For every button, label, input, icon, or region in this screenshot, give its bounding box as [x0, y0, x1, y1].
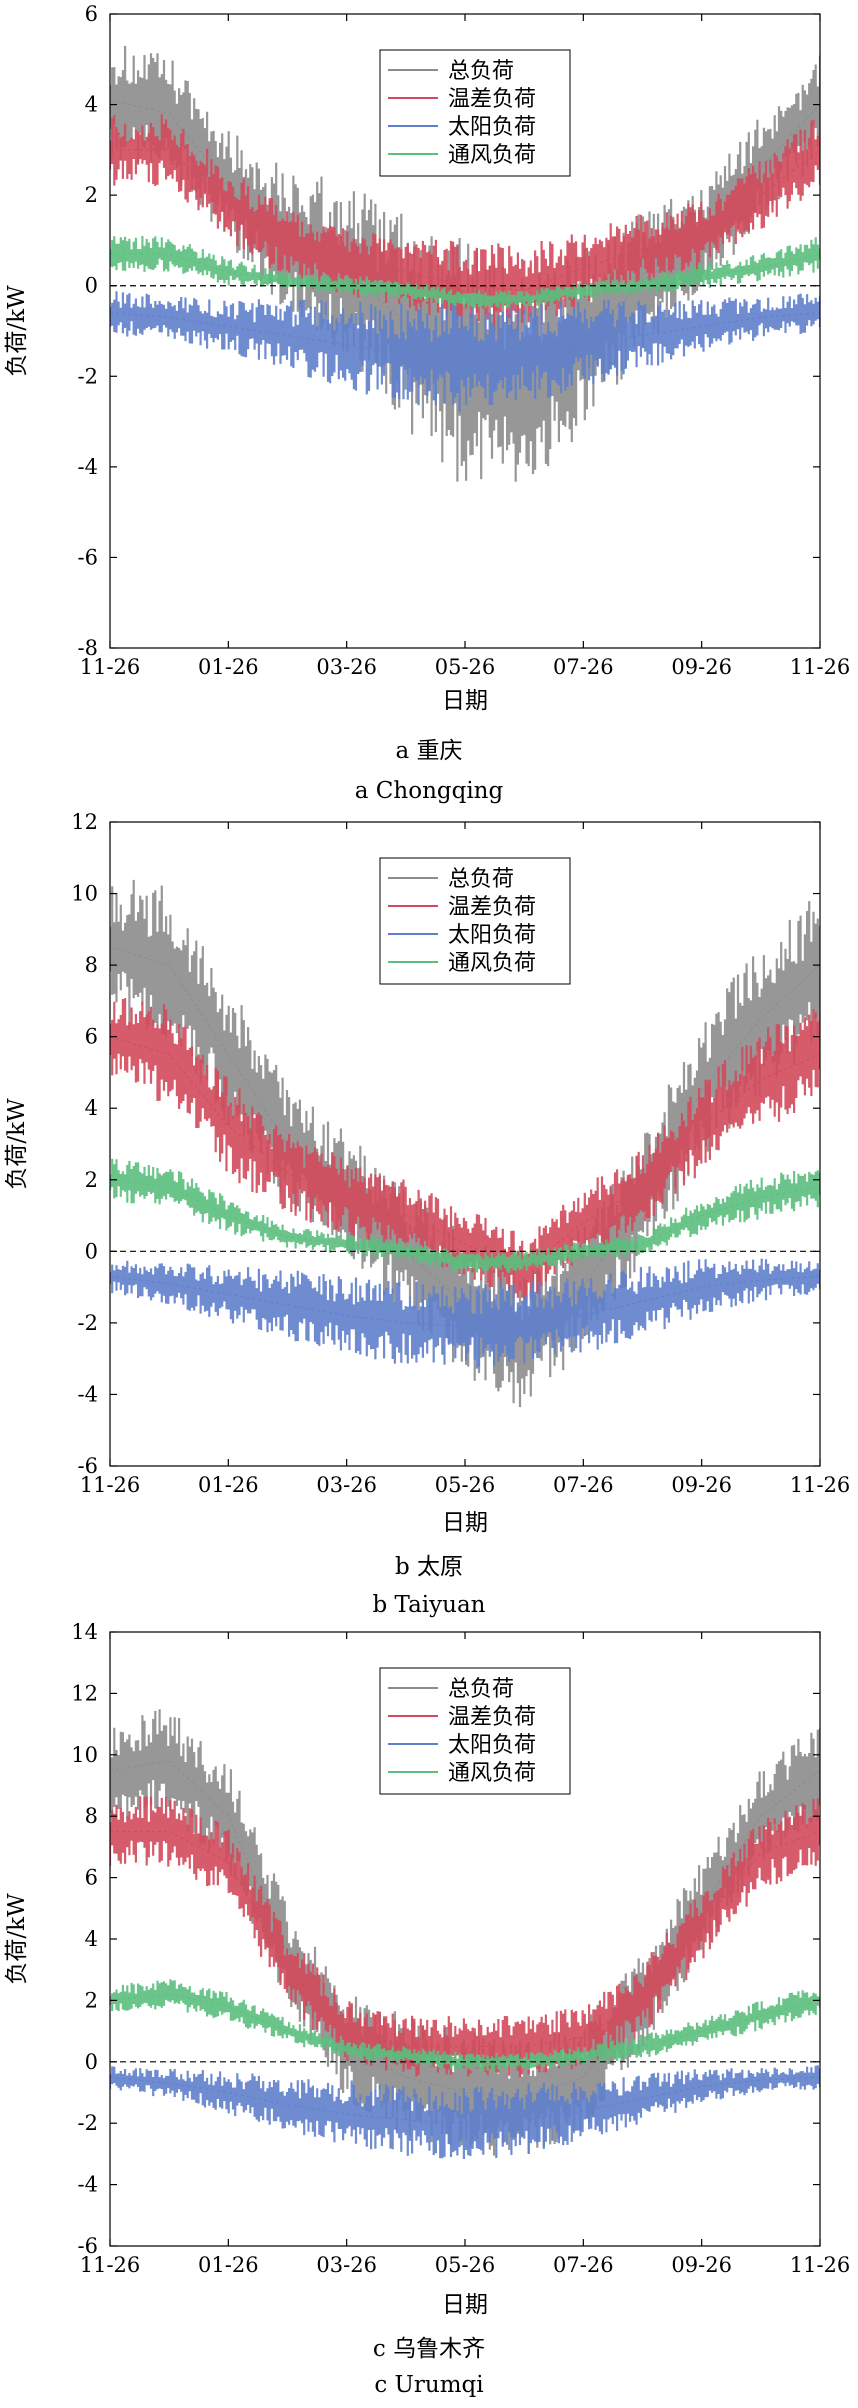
- x-tick-label: 11-26: [790, 2253, 851, 2277]
- y-tick-label: 10: [71, 882, 98, 906]
- series-group: [110, 45, 820, 482]
- x-tick-label: 11-26: [80, 1473, 141, 1497]
- y-tick-label: 4: [85, 93, 98, 117]
- y-tick-label: 14: [71, 1620, 98, 1644]
- x-tick-label: 11-26: [790, 655, 851, 679]
- y-tick-label: 10: [71, 1743, 98, 1767]
- legend-label-2: 太阳负荷: [448, 923, 536, 948]
- x-tick-label: 11-26: [80, 655, 141, 679]
- x-tick-label: 07-26: [553, 2253, 614, 2277]
- legend-label-1: 温差负荷: [448, 1705, 536, 1730]
- y-tick-label: -2: [78, 1311, 98, 1335]
- y-tick-label: 12: [71, 1681, 98, 1705]
- series-mean-3: [110, 1179, 820, 1263]
- y-tick-label: -4: [78, 1382, 98, 1406]
- y-tick-label: 6: [85, 1866, 98, 1890]
- legend-label-3: 通风负荷: [448, 951, 536, 976]
- y-tick-label: 2: [85, 1988, 98, 2012]
- y-tick-label: -4: [78, 455, 98, 479]
- y-tick-label: 0: [85, 1239, 98, 1263]
- y-tick-label: -8: [78, 636, 98, 660]
- y-tick-label: 4: [85, 1096, 98, 1120]
- series-mean-1: [110, 1830, 820, 2048]
- y-tick-label: -4: [78, 2173, 98, 2197]
- x-tick-label: 07-26: [553, 1473, 614, 1497]
- y-tick-label: 2: [85, 1168, 98, 1192]
- caption-en: b Taiyuan: [373, 1592, 486, 1618]
- series-line-1: [110, 1796, 820, 2078]
- legend-label-1: 温差负荷: [448, 87, 536, 112]
- y-tick-label: 12: [71, 810, 98, 834]
- legend-label-0: 总负荷: [448, 867, 514, 892]
- x-axis-label: 日期: [442, 2292, 488, 2318]
- series-line-3: [110, 1158, 820, 1273]
- series-line-1: [110, 114, 820, 333]
- y-tick-label: 8: [85, 1804, 98, 1828]
- y-axis-label: 负荷/kW: [4, 1893, 30, 1985]
- series-mean-3: [110, 253, 820, 300]
- legend-label-2: 太阳负荷: [448, 115, 536, 140]
- legend-label-3: 通风负荷: [448, 143, 536, 168]
- legend-label-3: 通风负荷: [448, 1761, 536, 1786]
- y-tick-label: -2: [78, 364, 98, 388]
- y-tick-label: 4: [85, 1927, 98, 1951]
- y-tick-label: 8: [85, 953, 98, 977]
- series-group: [110, 879, 820, 1408]
- x-tick-label: 01-26: [198, 655, 259, 679]
- legend-label-2: 太阳负荷: [448, 1733, 536, 1758]
- x-tick-label: 03-26: [316, 655, 377, 679]
- y-tick-label: -6: [78, 1454, 98, 1478]
- series-group: [110, 1709, 820, 2159]
- y-axis-label: 负荷/kW: [4, 285, 30, 377]
- x-tick-label: 11-26: [790, 1473, 851, 1497]
- caption-cn: b 太原: [395, 1554, 463, 1580]
- y-tick-label: 0: [85, 274, 98, 298]
- x-tick-label: 05-26: [435, 1473, 496, 1497]
- x-tick-label: 09-26: [671, 2253, 732, 2277]
- x-tick-label: 01-26: [198, 2253, 259, 2277]
- x-axis-label: 日期: [442, 688, 488, 714]
- series-mean-1: [110, 149, 820, 291]
- legend-label-0: 总负荷: [448, 1677, 514, 1702]
- x-tick-label: 09-26: [671, 655, 732, 679]
- caption-en: a Chongqing: [355, 778, 504, 804]
- x-tick-label: 03-26: [316, 2253, 377, 2277]
- series-mean-0: [110, 946, 820, 1342]
- legend-label-1: 温差负荷: [448, 895, 536, 920]
- caption-cn: a 重庆: [395, 738, 462, 764]
- caption-cn: c 乌鲁木齐: [373, 2336, 485, 2362]
- x-tick-label: 03-26: [316, 1473, 377, 1497]
- legend-label-0: 总负荷: [448, 59, 514, 84]
- y-tick-label: 6: [85, 1025, 98, 1049]
- caption-en: c Urumqi: [374, 2372, 483, 2398]
- x-axis-label: 日期: [442, 1510, 488, 1536]
- y-tick-label: -2: [78, 2111, 98, 2135]
- y-tick-label: 2: [85, 183, 98, 207]
- x-tick-label: 07-26: [553, 655, 614, 679]
- y-tick-label: -6: [78, 545, 98, 569]
- y-tick-label: 6: [85, 2, 98, 26]
- series-line-2: [110, 291, 820, 412]
- x-tick-label: 05-26: [435, 2253, 496, 2277]
- y-tick-label: 0: [85, 2050, 98, 2074]
- series-mean-1: [110, 1036, 820, 1270]
- x-tick-label: 05-26: [435, 655, 496, 679]
- y-axis-label: 负荷/kW: [4, 1098, 30, 1190]
- y-tick-label: -6: [78, 2234, 98, 2258]
- x-tick-label: 09-26: [671, 1473, 732, 1497]
- x-tick-label: 11-26: [80, 2253, 141, 2277]
- x-tick-label: 01-26: [198, 1473, 259, 1497]
